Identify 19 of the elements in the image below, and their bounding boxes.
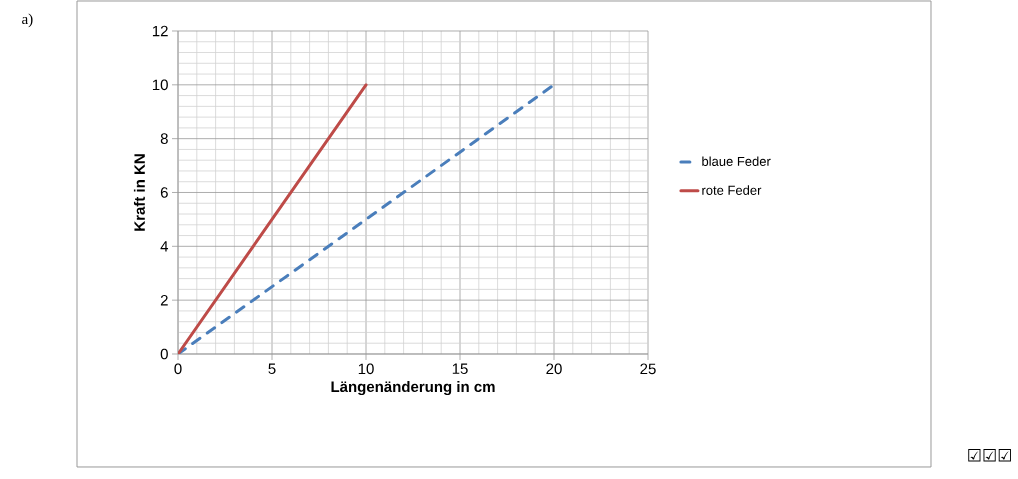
y-tick-label: 0 (160, 348, 168, 360)
x-axis-title: Längenänderung in cm (331, 381, 495, 396)
x-tick-label: 5 (268, 363, 276, 374)
y-axis-title: Kraft in KN (133, 154, 145, 231)
text: a) (22, 13, 33, 28)
x-tick-label: 15 (452, 363, 468, 374)
legend-label: blaue Feder (702, 156, 771, 166)
y-tick-label: 10 (152, 79, 168, 91)
y-tick-label: 2 (160, 294, 168, 306)
y-tick-label: 6 (160, 187, 168, 198)
x-tick-label: 25 (640, 363, 656, 375)
x-tick-label: 10 (358, 363, 374, 375)
x-tick-label: 20 (546, 363, 562, 375)
y-tick-label: 4 (160, 241, 169, 252)
text: ☑☑☑ (968, 449, 1011, 462)
x-tick-label: 0 (174, 363, 182, 375)
y-tick-label: 12 (152, 25, 168, 37)
y-tick-label: 8 (160, 133, 168, 144)
legend-label: rote Feder (702, 185, 762, 195)
